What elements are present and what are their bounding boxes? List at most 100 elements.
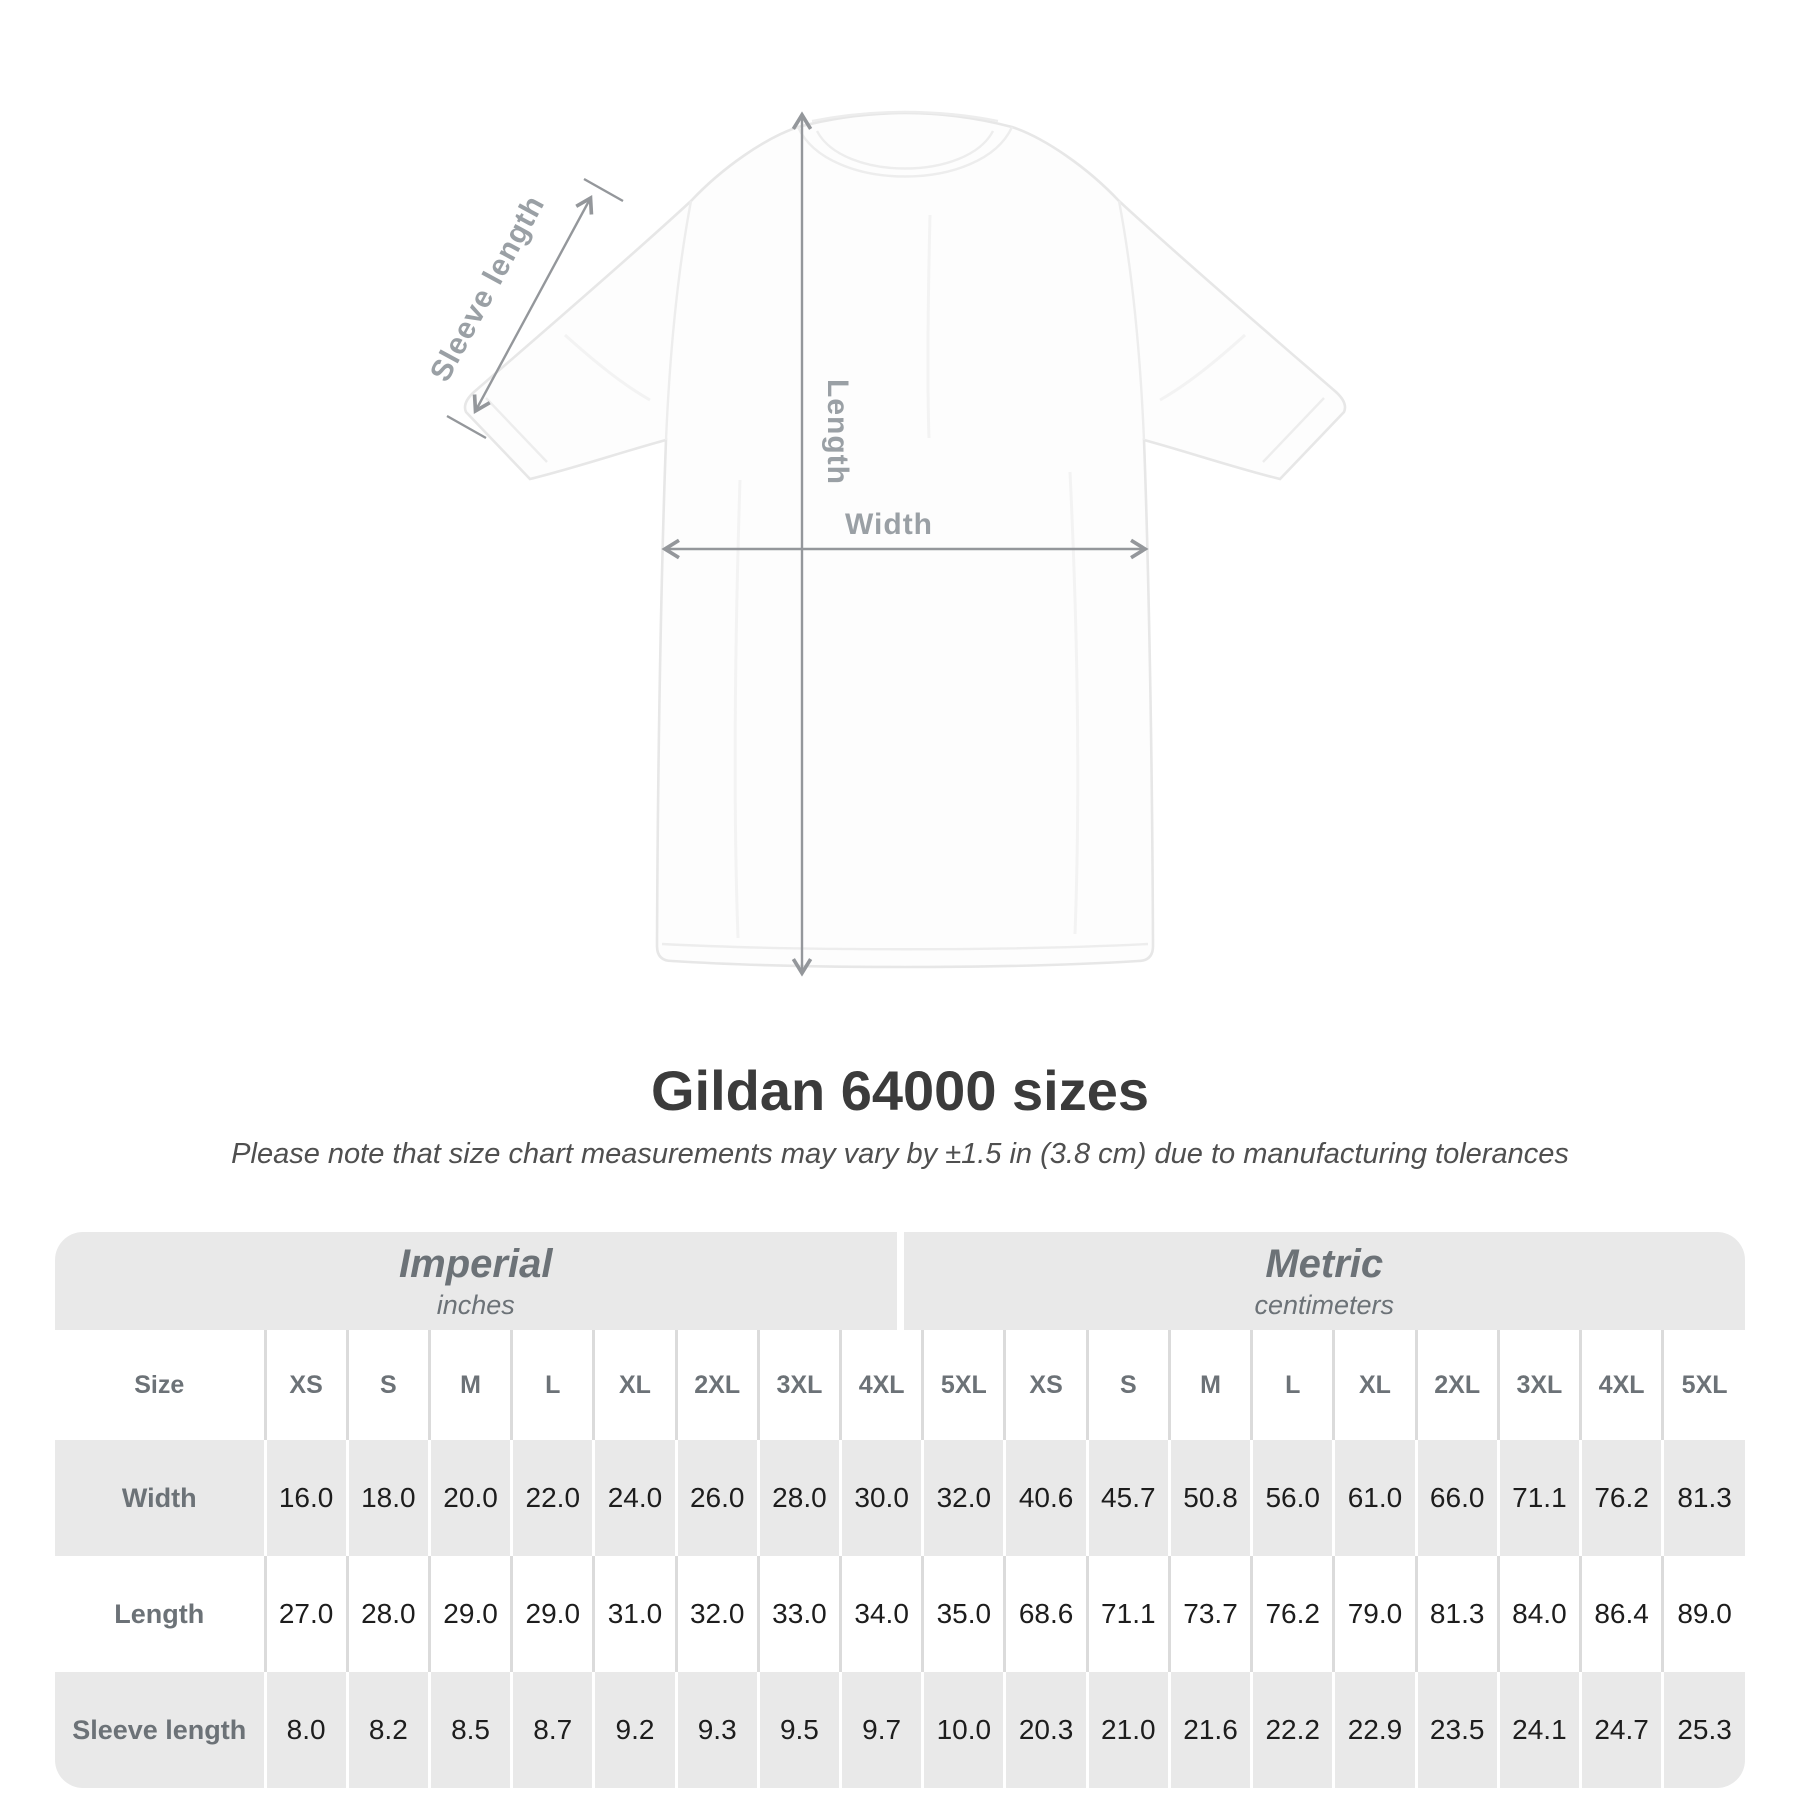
- right-sleeve-seam: [1117, 200, 1146, 441]
- imperial-unit: inches: [436, 1289, 515, 1320]
- collar-band-inner: [815, 130, 995, 170]
- unit-band-row: Imperial inches Metric centimeters: [55, 1232, 1745, 1330]
- measurement-cell: 71.1: [1085, 1556, 1170, 1672]
- row-label-length: Length: [55, 1556, 265, 1672]
- width-row: Width 16.0 18.0 20.0 22.0 24.0 26.0 28.0…: [55, 1440, 1745, 1556]
- measurement-cell: 32.0: [674, 1556, 759, 1672]
- measurement-cell: 9.5: [756, 1672, 841, 1788]
- measurement-cell: 9.2: [592, 1672, 677, 1788]
- left-sleeve-seam: [664, 200, 693, 441]
- measurement-cell: 68.6: [1003, 1556, 1088, 1672]
- size-col-header-imperial: XL: [592, 1330, 677, 1440]
- tolerance-note: Please note that size chart measurements…: [231, 1138, 1569, 1170]
- right-sleeve-hem: [1262, 397, 1325, 463]
- measurement-cell: 29.0: [510, 1556, 594, 1672]
- measurement-cell: 35.0: [921, 1556, 1005, 1672]
- sleeve-dimension-arrow: [446, 177, 624, 440]
- measurement-cell: 50.8: [1167, 1440, 1252, 1556]
- collar-band-outer: [796, 126, 1014, 178]
- length-row: Length 27.0 28.0 29.0 29.0 31.0 32.0 33.…: [55, 1556, 1745, 1672]
- collar-back-inner: [811, 110, 999, 123]
- width-label: Width: [845, 508, 933, 541]
- measurement-cell: 25.3: [1661, 1672, 1745, 1788]
- size-table: Imperial inches Metric centimeters Size …: [55, 1232, 1745, 1788]
- size-col-header-imperial: 3XL: [756, 1330, 841, 1440]
- measurement-cell: 8.2: [345, 1672, 430, 1788]
- measurement-cell: 34.0: [839, 1556, 923, 1672]
- measurement-cell: 56.0: [1250, 1440, 1334, 1556]
- size-col-header-imperial: S: [345, 1330, 430, 1440]
- measurement-cell: 21.0: [1085, 1672, 1170, 1788]
- size-col-header-metric: 4XL: [1578, 1330, 1663, 1440]
- size-col-header-imperial: L: [510, 1330, 594, 1440]
- sleeve-length-row: Sleeve length 8.0 8.2 8.5 8.7 9.2 9.3 9.…: [55, 1672, 1745, 1788]
- measurement-cell: 29.0: [427, 1556, 512, 1672]
- measurement-cell: 10.0: [921, 1672, 1005, 1788]
- fold-line: [926, 214, 932, 439]
- measurement-cell: 61.0: [1332, 1440, 1417, 1556]
- size-header-row: Size XS S M L XL 2XL 3XL 4XL 5XL XS S M …: [55, 1330, 1745, 1440]
- size-col-header-metric: M: [1167, 1330, 1252, 1440]
- size-header: Size: [55, 1330, 265, 1440]
- measurement-cell: 28.0: [756, 1440, 841, 1556]
- measurement-cell: 45.7: [1085, 1440, 1170, 1556]
- measurement-cell: 28.0: [345, 1556, 430, 1672]
- unit-band-metric: Metric centimeters: [903, 1232, 1745, 1330]
- measurement-cell: 26.0: [674, 1440, 759, 1556]
- size-col-header-metric: L: [1250, 1330, 1334, 1440]
- size-col-header-imperial: M: [427, 1330, 512, 1440]
- measurements-table: Size XS S M L XL 2XL 3XL 4XL 5XL XS S M …: [55, 1330, 1745, 1788]
- bottom-hem-stitch: [661, 942, 1149, 951]
- size-col-header-metric: XL: [1332, 1330, 1417, 1440]
- measurement-cell: 20.0: [427, 1440, 512, 1556]
- measurement-cell: 18.0: [345, 1440, 430, 1556]
- measurement-cell: 76.2: [1250, 1556, 1334, 1672]
- measurement-cell: 71.1: [1496, 1440, 1581, 1556]
- fold-line: [1159, 333, 1247, 402]
- measurement-cell: 20.3: [1003, 1672, 1088, 1788]
- measurement-cell: 24.0: [592, 1440, 677, 1556]
- row-label-sleeve-length: Sleeve length: [55, 1672, 265, 1788]
- measurement-cell: 24.1: [1496, 1672, 1581, 1788]
- measurement-cell: 9.7: [839, 1672, 923, 1788]
- measurement-cell: 22.0: [510, 1440, 594, 1556]
- size-col-header-metric: XS: [1003, 1330, 1088, 1440]
- measurement-cell: 73.7: [1167, 1556, 1252, 1672]
- measurement-cell: 22.9: [1332, 1672, 1417, 1788]
- size-col-header-imperial: 5XL: [921, 1330, 1005, 1440]
- measurement-cell: 66.0: [1414, 1440, 1499, 1556]
- measurement-cell: 8.5: [427, 1672, 512, 1788]
- tshirt-measurement-diagram: Length Width Sleeve length: [424, 110, 1347, 977]
- size-col-header-imperial: 2XL: [674, 1330, 759, 1440]
- measurement-cell: 9.3: [674, 1672, 759, 1788]
- measurement-cell: 27.0: [263, 1556, 348, 1672]
- size-col-header-imperial: XS: [263, 1330, 348, 1440]
- row-label-width: Width: [55, 1440, 265, 1556]
- measurement-cell: 33.0: [756, 1556, 841, 1672]
- measurement-cell: 24.7: [1578, 1672, 1663, 1788]
- unit-band-imperial: Imperial inches: [55, 1232, 897, 1330]
- measurement-cell: 32.0: [921, 1440, 1005, 1556]
- measurement-cell: 79.0: [1332, 1556, 1417, 1672]
- measurement-cell: 30.0: [839, 1440, 923, 1556]
- measurement-cell: 40.6: [1003, 1440, 1088, 1556]
- measurement-cell: 8.0: [263, 1672, 348, 1788]
- page-title: Gildan 64000 sizes: [650, 1059, 1150, 1122]
- size-col-header-metric: 2XL: [1414, 1330, 1499, 1440]
- measurement-cell: 89.0: [1661, 1556, 1745, 1672]
- measurement-cell: 23.5: [1414, 1672, 1499, 1788]
- metric-unit: centimeters: [1254, 1289, 1395, 1320]
- measurement-cell: 86.4: [1578, 1556, 1663, 1672]
- measurement-cell: 21.6: [1167, 1672, 1252, 1788]
- measurement-cell: 81.3: [1661, 1440, 1745, 1556]
- measurement-cell: 76.2: [1578, 1440, 1663, 1556]
- measurement-cell: 81.3: [1414, 1556, 1499, 1672]
- size-col-header-metric: 3XL: [1496, 1330, 1581, 1440]
- metric-label: Metric: [1265, 1241, 1384, 1286]
- measurement-cell: 31.0: [592, 1556, 677, 1672]
- measurement-cell: 22.2: [1250, 1672, 1334, 1788]
- length-label: Length: [821, 379, 854, 485]
- measurement-cell: 16.0: [263, 1440, 348, 1556]
- size-col-header-metric: 5XL: [1661, 1330, 1745, 1440]
- measurement-cell: 84.0: [1496, 1556, 1581, 1672]
